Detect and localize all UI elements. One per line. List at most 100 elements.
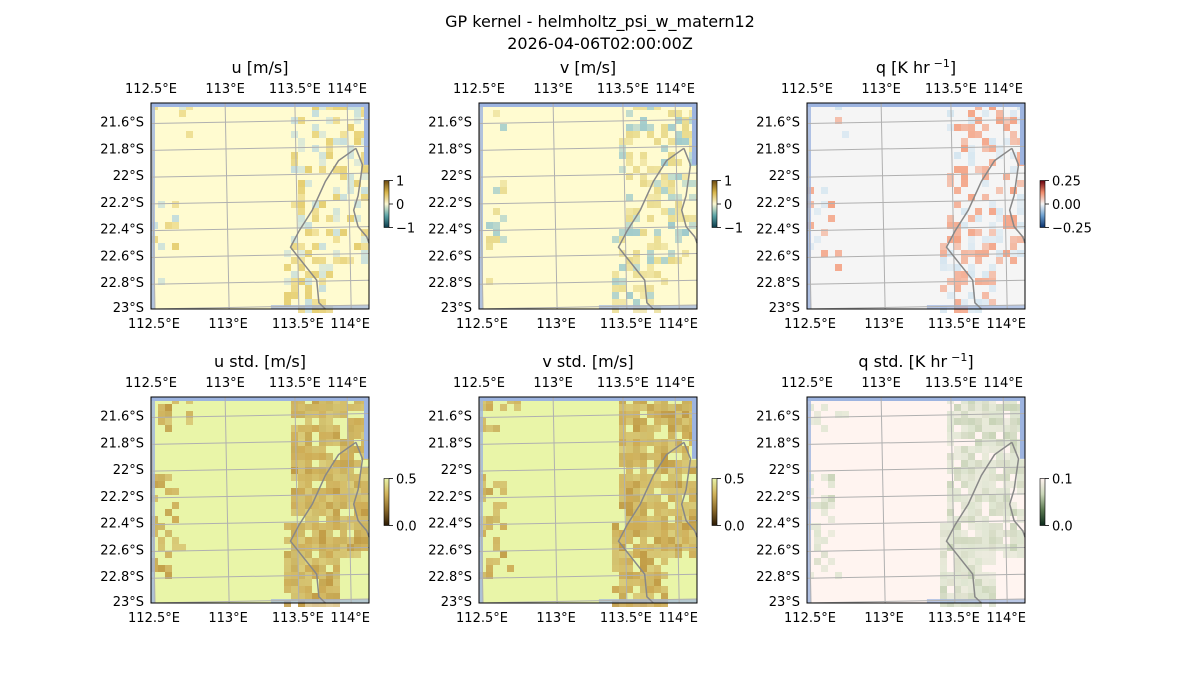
x-tick-label-bottom: 113.5°E [928,611,980,626]
field-cell [968,586,975,593]
field-cell [968,110,975,117]
field-cell [640,551,647,558]
field-cell [654,201,661,208]
y-tick-label: 22.8°S [428,276,472,291]
field-cell [940,257,947,264]
field-cell [298,180,305,187]
field-cell [814,418,821,425]
field-cell [1017,509,1024,516]
field-cell [647,285,654,292]
field-cell [493,481,500,488]
field-cell [821,537,828,544]
field-cell [954,495,961,502]
field-cell [326,229,333,236]
field-cell [354,551,361,558]
field-cell [814,236,821,243]
field-cell [996,509,1003,516]
field-cell [1010,460,1017,467]
y-tick-label: 22.2°S [756,490,800,505]
field-cell [647,404,654,411]
field-cell [989,418,996,425]
field-cell [996,439,1003,446]
gridline-lon [806,396,812,604]
field-cell [319,131,326,138]
field-cell [291,537,298,544]
gridlines [806,396,1026,604]
field-cell [633,432,640,439]
field-cell [682,446,689,453]
field-cell [326,264,333,271]
field-cell [689,194,696,201]
field-cell [619,488,626,495]
field-cell [361,495,368,502]
field-cell [1010,152,1017,159]
field-cell [647,250,654,257]
gridline-lon [622,396,628,604]
field-cell [940,285,947,292]
field-cell [158,418,165,425]
field-cell [172,201,179,208]
field-cell [954,285,961,292]
y-tick-label: 21.8°S [428,142,472,157]
field-cell [689,481,696,488]
field-cell [165,565,172,572]
field-cell [333,523,340,530]
field-cell [333,544,340,551]
field-cell [326,404,333,411]
field-cell [954,586,961,593]
field-cell [319,243,326,250]
field-cell [626,453,633,460]
field-cell [340,488,347,495]
field-cell [333,537,340,544]
panel-frame [806,102,1026,310]
ocean-edge-right [1020,103,1025,165]
field-cell [968,460,975,467]
field-cell [619,166,626,173]
field-cell [347,418,354,425]
field-cell [654,572,661,579]
gridline-lon [346,396,352,604]
field-cell [661,418,668,425]
field-cell [675,439,682,446]
field-cell [982,418,989,425]
field-cell [633,495,640,502]
x-tick-label-bottom: 113°E [536,611,576,626]
field-cell [1003,481,1010,488]
field-cell [689,488,696,495]
y-tick-label: 22.8°S [100,570,144,585]
field-cell [612,565,619,572]
field-cell [982,530,989,537]
field-cell [661,173,668,180]
field-cell [989,222,996,229]
field-cell [626,222,633,229]
field-cell [1003,509,1010,516]
field-cell [675,404,682,411]
field-cell [354,495,361,502]
field-cell [626,194,633,201]
field-cell [968,215,975,222]
field-cell [326,523,333,530]
field-cell [298,565,305,572]
gridline-lon [950,102,956,310]
gridline-lat [478,199,698,205]
field-cell [947,579,954,586]
field-cell [996,257,1003,264]
field-cell [347,124,354,131]
field-cell [968,124,975,131]
field-cell [821,551,828,558]
field-cell [661,243,668,250]
field-cell [675,194,682,201]
field-cell [619,593,626,600]
field-cell [968,558,975,565]
field-cell [940,530,947,537]
field-cell [284,523,291,530]
field-cell [326,509,333,516]
field-cell [814,558,821,565]
field-cell [982,110,989,117]
field-cell [647,131,654,138]
field-cell [333,208,340,215]
field-cell [640,565,647,572]
field-cell [347,453,354,460]
field-cell [298,460,305,467]
field-cell [654,509,661,516]
